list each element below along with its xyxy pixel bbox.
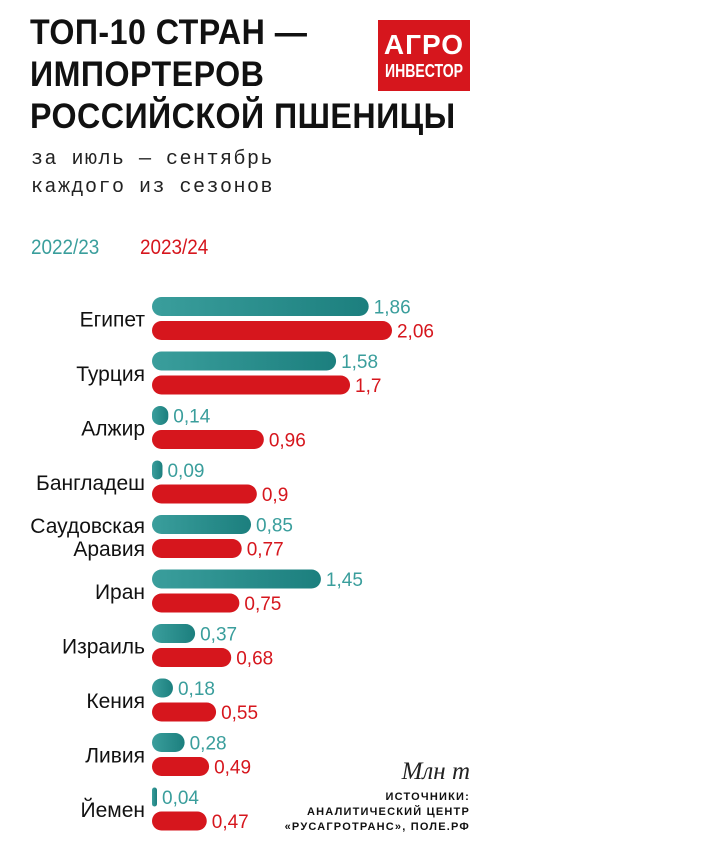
bar-2022-23 (152, 351, 337, 371)
bar-2023-24 (152, 430, 264, 449)
logo-line: ИНВЕСТОР (384, 60, 464, 81)
category-label: Бангладеш (36, 472, 145, 495)
data-label: 0,77 (247, 540, 284, 561)
bar-2022-23 (152, 406, 169, 425)
data-label: 0,85 (256, 516, 293, 537)
chart-subtitle: за июль — сентябрь каждого из сезонов (31, 146, 274, 202)
bar-2022-23 (152, 460, 163, 480)
bar-2022-23 (152, 787, 157, 807)
data-label: 0,04 (162, 788, 199, 809)
bar-2023-24 (152, 648, 232, 667)
bar-2022-23 (152, 678, 173, 698)
subtitle-line: за июль — сентябрь (31, 148, 275, 171)
data-label: 0,9 (262, 485, 288, 506)
category-label: Саудовская (30, 515, 145, 538)
data-label: 0,55 (221, 703, 258, 724)
category-label: Иран (95, 581, 145, 604)
bar-2023-24 (152, 757, 210, 776)
source-line: ИСТОЧНИКИ: (385, 791, 470, 803)
category-label: Аравия (73, 538, 145, 561)
source-line: «РУСАГРОТРАНС», ПОЛЕ.РФ (284, 821, 470, 833)
data-label: 0,28 (190, 734, 227, 755)
category-label: Алжир (81, 418, 145, 441)
agroinvestor-logo: АГРО ИНВЕСТОР (378, 20, 470, 91)
data-label: 1,45 (326, 570, 363, 591)
data-label: 0,96 (269, 431, 306, 452)
legend-series-2022: 2022/23 (31, 236, 100, 259)
data-label: 0,47 (212, 812, 249, 833)
data-label: 0,09 (167, 461, 204, 482)
bar-2022-23 (152, 624, 196, 643)
title-line: ИМПОРТЕРОВ (30, 55, 265, 94)
chart-title: ТОП-10 СТРАН — ИМПОРТЕРОВ РОССИЙСКОЙ ПШЕ… (30, 12, 456, 138)
title-line: РОССИЙСКОЙ ПШЕНИЦЫ (30, 97, 456, 136)
data-label: 0,49 (214, 758, 251, 779)
source-note: ИСТОЧНИКИ: АНАЛИТИЧЕСКИЙ ЦЕНТР «РУСАГРОТ… (285, 790, 470, 835)
category-label: Йемен (81, 798, 146, 822)
source-line: АНАЛИТИЧЕСКИЙ ЦЕНТР (307, 806, 470, 818)
data-label: 1,7 (355, 376, 381, 397)
category-label: Израиль (62, 636, 145, 659)
data-label: 0,75 (244, 594, 281, 615)
bar-2022-23 (152, 569, 321, 589)
bar-2023-24 (152, 811, 207, 831)
data-label: 0,18 (178, 679, 215, 700)
units-label: Млн т (401, 758, 470, 785)
data-label: 2,06 (397, 322, 434, 343)
bar-2023-24 (152, 375, 351, 395)
category-label: Ливия (85, 745, 145, 768)
bar-2023-24 (152, 539, 242, 558)
bar-2022-23 (152, 515, 252, 534)
bar-2022-23 (152, 297, 369, 316)
category-label: Египет (80, 309, 146, 332)
data-label: 0,14 (173, 407, 210, 428)
data-label: 0,37 (200, 625, 237, 646)
legend-series-2023: 2023/24 (140, 236, 209, 259)
category-label: Турция (76, 363, 145, 386)
bar-2022-23 (152, 733, 185, 752)
data-label: 1,58 (341, 352, 378, 373)
logo-line: АГРО (383, 28, 465, 60)
subtitle-line: каждого из сезонов (31, 176, 275, 199)
data-label: 0,68 (236, 649, 273, 670)
data-label: 1,86 (374, 298, 411, 319)
bar-2023-24 (152, 702, 217, 722)
bar-2023-24 (152, 593, 240, 613)
bar-2023-24 (152, 484, 257, 504)
bar-2023-24 (152, 321, 392, 340)
title-line: ТОП-10 СТРАН — (30, 13, 308, 52)
category-label: Кения (86, 690, 145, 713)
